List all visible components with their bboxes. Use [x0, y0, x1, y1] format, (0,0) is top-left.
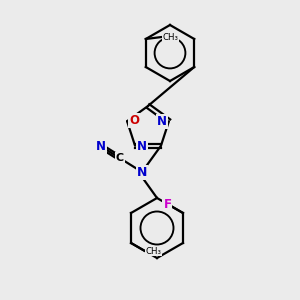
- Text: N: N: [157, 115, 167, 128]
- Text: C: C: [116, 153, 124, 163]
- Text: CH₃: CH₃: [163, 32, 179, 41]
- Text: N: N: [96, 140, 106, 153]
- Text: N: N: [137, 140, 147, 153]
- Text: N: N: [137, 166, 147, 178]
- Text: F: F: [164, 197, 171, 211]
- Text: CH₃: CH₃: [146, 247, 162, 256]
- Text: O: O: [129, 114, 139, 127]
